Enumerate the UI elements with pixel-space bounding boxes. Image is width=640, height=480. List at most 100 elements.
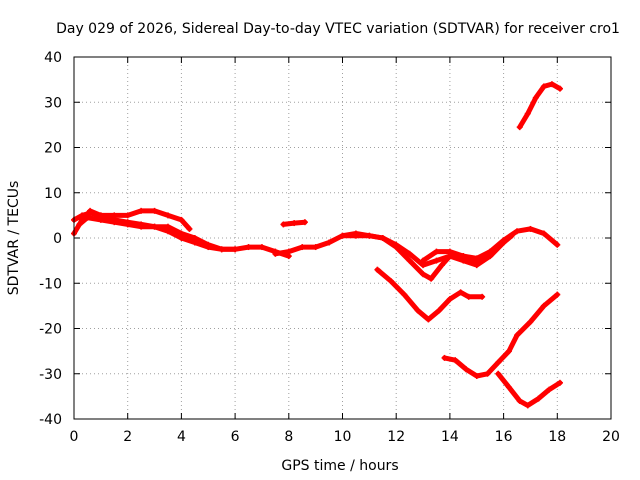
data-point [524,110,531,117]
x-tick-label: 14 [441,429,459,445]
data-point [436,307,443,314]
data-point [301,219,308,226]
data-point [291,220,298,227]
data-point [374,266,381,273]
data-point [76,221,83,228]
data-point [540,83,547,90]
data-point [414,307,421,314]
data-point [299,244,306,251]
data-point [554,291,561,298]
data-point [280,221,287,228]
data-point [420,257,427,264]
data-point [514,228,521,235]
data-point [366,232,373,239]
data-point [527,318,534,325]
data-point [548,81,555,88]
data-point [87,207,94,214]
data-point [178,216,185,223]
data-point [406,250,413,257]
data-point [420,271,427,278]
x-tick-label: 2 [123,429,132,445]
x-tick-label: 4 [177,429,186,445]
data-point [473,262,480,269]
y-tick-label: 30 [44,95,62,111]
data-point [514,332,521,339]
data-point [164,223,171,230]
x-tick-label: 12 [387,429,405,445]
x-tick-label: 6 [231,429,240,445]
data-point [191,235,198,241]
x-tick-label: 16 [495,429,513,445]
data-point [111,212,118,219]
data-point [546,386,553,393]
data-point [178,230,185,237]
data-point [441,354,448,361]
data-point [401,291,408,298]
data-point [258,244,265,251]
data-point [484,370,491,377]
x-tick-label: 20 [602,429,620,445]
data-point [556,379,563,386]
data-point [554,241,561,248]
data-series [71,81,563,409]
y-tick-label: 0 [53,231,62,247]
data-point [164,212,171,219]
data-point [138,207,145,214]
data-point [438,262,445,269]
data-point [508,232,515,239]
chart-title: Day 029 of 2026, Sidereal Day-to-day VTE… [56,21,620,37]
data-point [452,357,459,364]
data-point [500,239,507,246]
data-point [505,384,512,391]
data-point [352,232,359,239]
data-point [465,293,472,300]
x-axis-label: GPS time / hours [281,458,398,474]
y-tick-label: -30 [39,367,62,383]
series-trace-3 [76,215,238,252]
data-point [460,253,467,260]
data-point [532,94,539,101]
data-point [245,244,252,251]
x-tick-label: 18 [548,429,566,445]
data-point [505,348,512,355]
x-tick-label: 0 [70,429,79,445]
data-point [285,248,292,255]
data-point [124,221,131,228]
data-point [473,373,480,380]
data-point [463,366,470,373]
data-point [446,248,453,255]
y-tick-label: 40 [44,50,62,66]
data-point [479,293,486,300]
x-tick-label: 8 [284,429,293,445]
data-point [495,370,502,377]
y-tick-label: 10 [44,186,62,202]
data-point [406,257,413,264]
data-point [446,296,453,303]
data-point [218,246,225,253]
data-point [495,359,502,366]
data-point [527,225,534,232]
axis-ticks: 0 2 4 6 8 10 12 14 16 18 20 -40 -30 -20 -10 0 10 20 30 40 [39,50,620,445]
data-point [433,248,440,255]
data-point [425,316,432,323]
data-point [524,402,531,409]
data-point [473,255,480,262]
series-trace-9 [442,292,560,379]
data-point [151,223,158,230]
data-point [387,277,394,284]
series-trace-11 [517,81,563,130]
data-point [326,239,333,246]
x-tick-label: 10 [334,429,352,445]
data-point [433,257,440,264]
data-point [151,207,158,214]
series-trace-8 [374,267,485,322]
data-point [487,248,494,255]
data-point [339,232,346,239]
data-point [97,216,104,223]
data-point [272,250,279,257]
data-point [540,230,547,237]
data-point [535,395,542,402]
data-point [186,225,193,232]
y-tick-label: -20 [39,322,62,338]
